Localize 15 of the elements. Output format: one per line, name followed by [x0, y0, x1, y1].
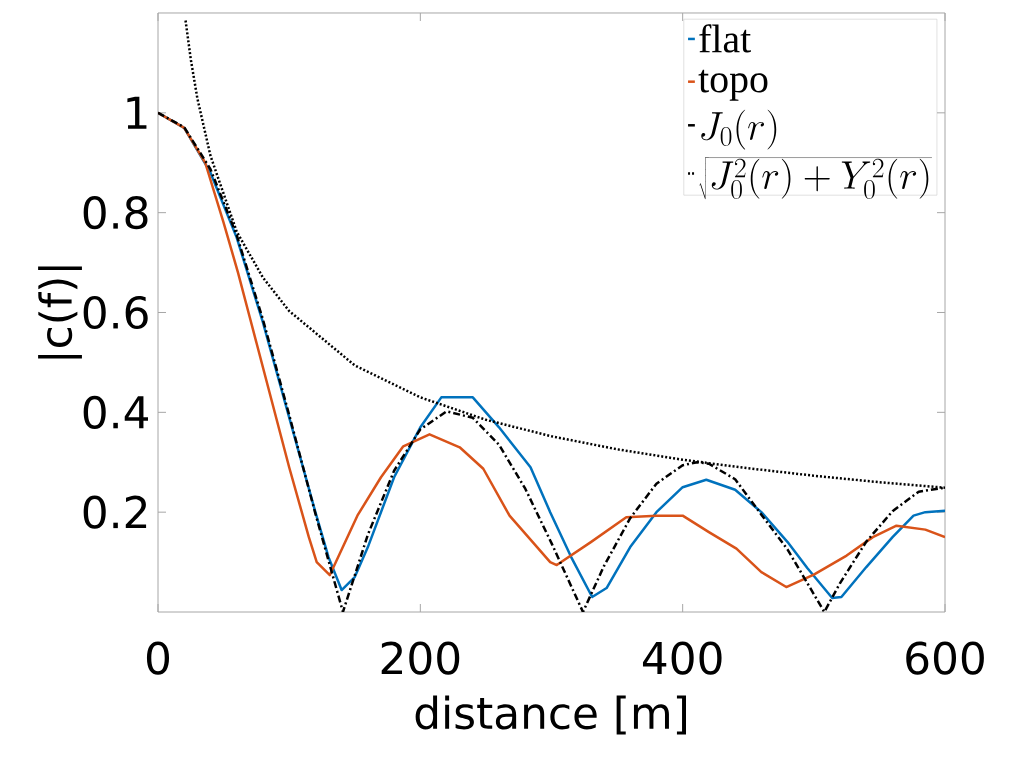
- legend-label: topo: [698, 69, 768, 101]
- y-tick-label: 0.8: [83, 196, 148, 230]
- y-tick-label: 0.4: [83, 395, 149, 429]
- x-axis-title: distance [m]: [415, 695, 686, 735]
- x-tick-label: 0: [146, 641, 170, 675]
- y-tick-label: 1: [127, 96, 147, 129]
- legend-label: $\sqrt{J_0^2(r)+Y_0^2(r)}$: [699, 157, 932, 200]
- legend-label: flat: [699, 24, 751, 53]
- x-tick-label: 600: [906, 641, 984, 675]
- y-axis-title: |c(f)|: [38, 266, 82, 359]
- y-tick-label: 0.6: [83, 295, 148, 330]
- legend-label: $J_0(r)$: [701, 109, 777, 150]
- x-tick-label: 400: [642, 641, 722, 675]
- y-tick-label: 0.2: [83, 495, 147, 529]
- x-tick-label: 200: [381, 641, 460, 675]
